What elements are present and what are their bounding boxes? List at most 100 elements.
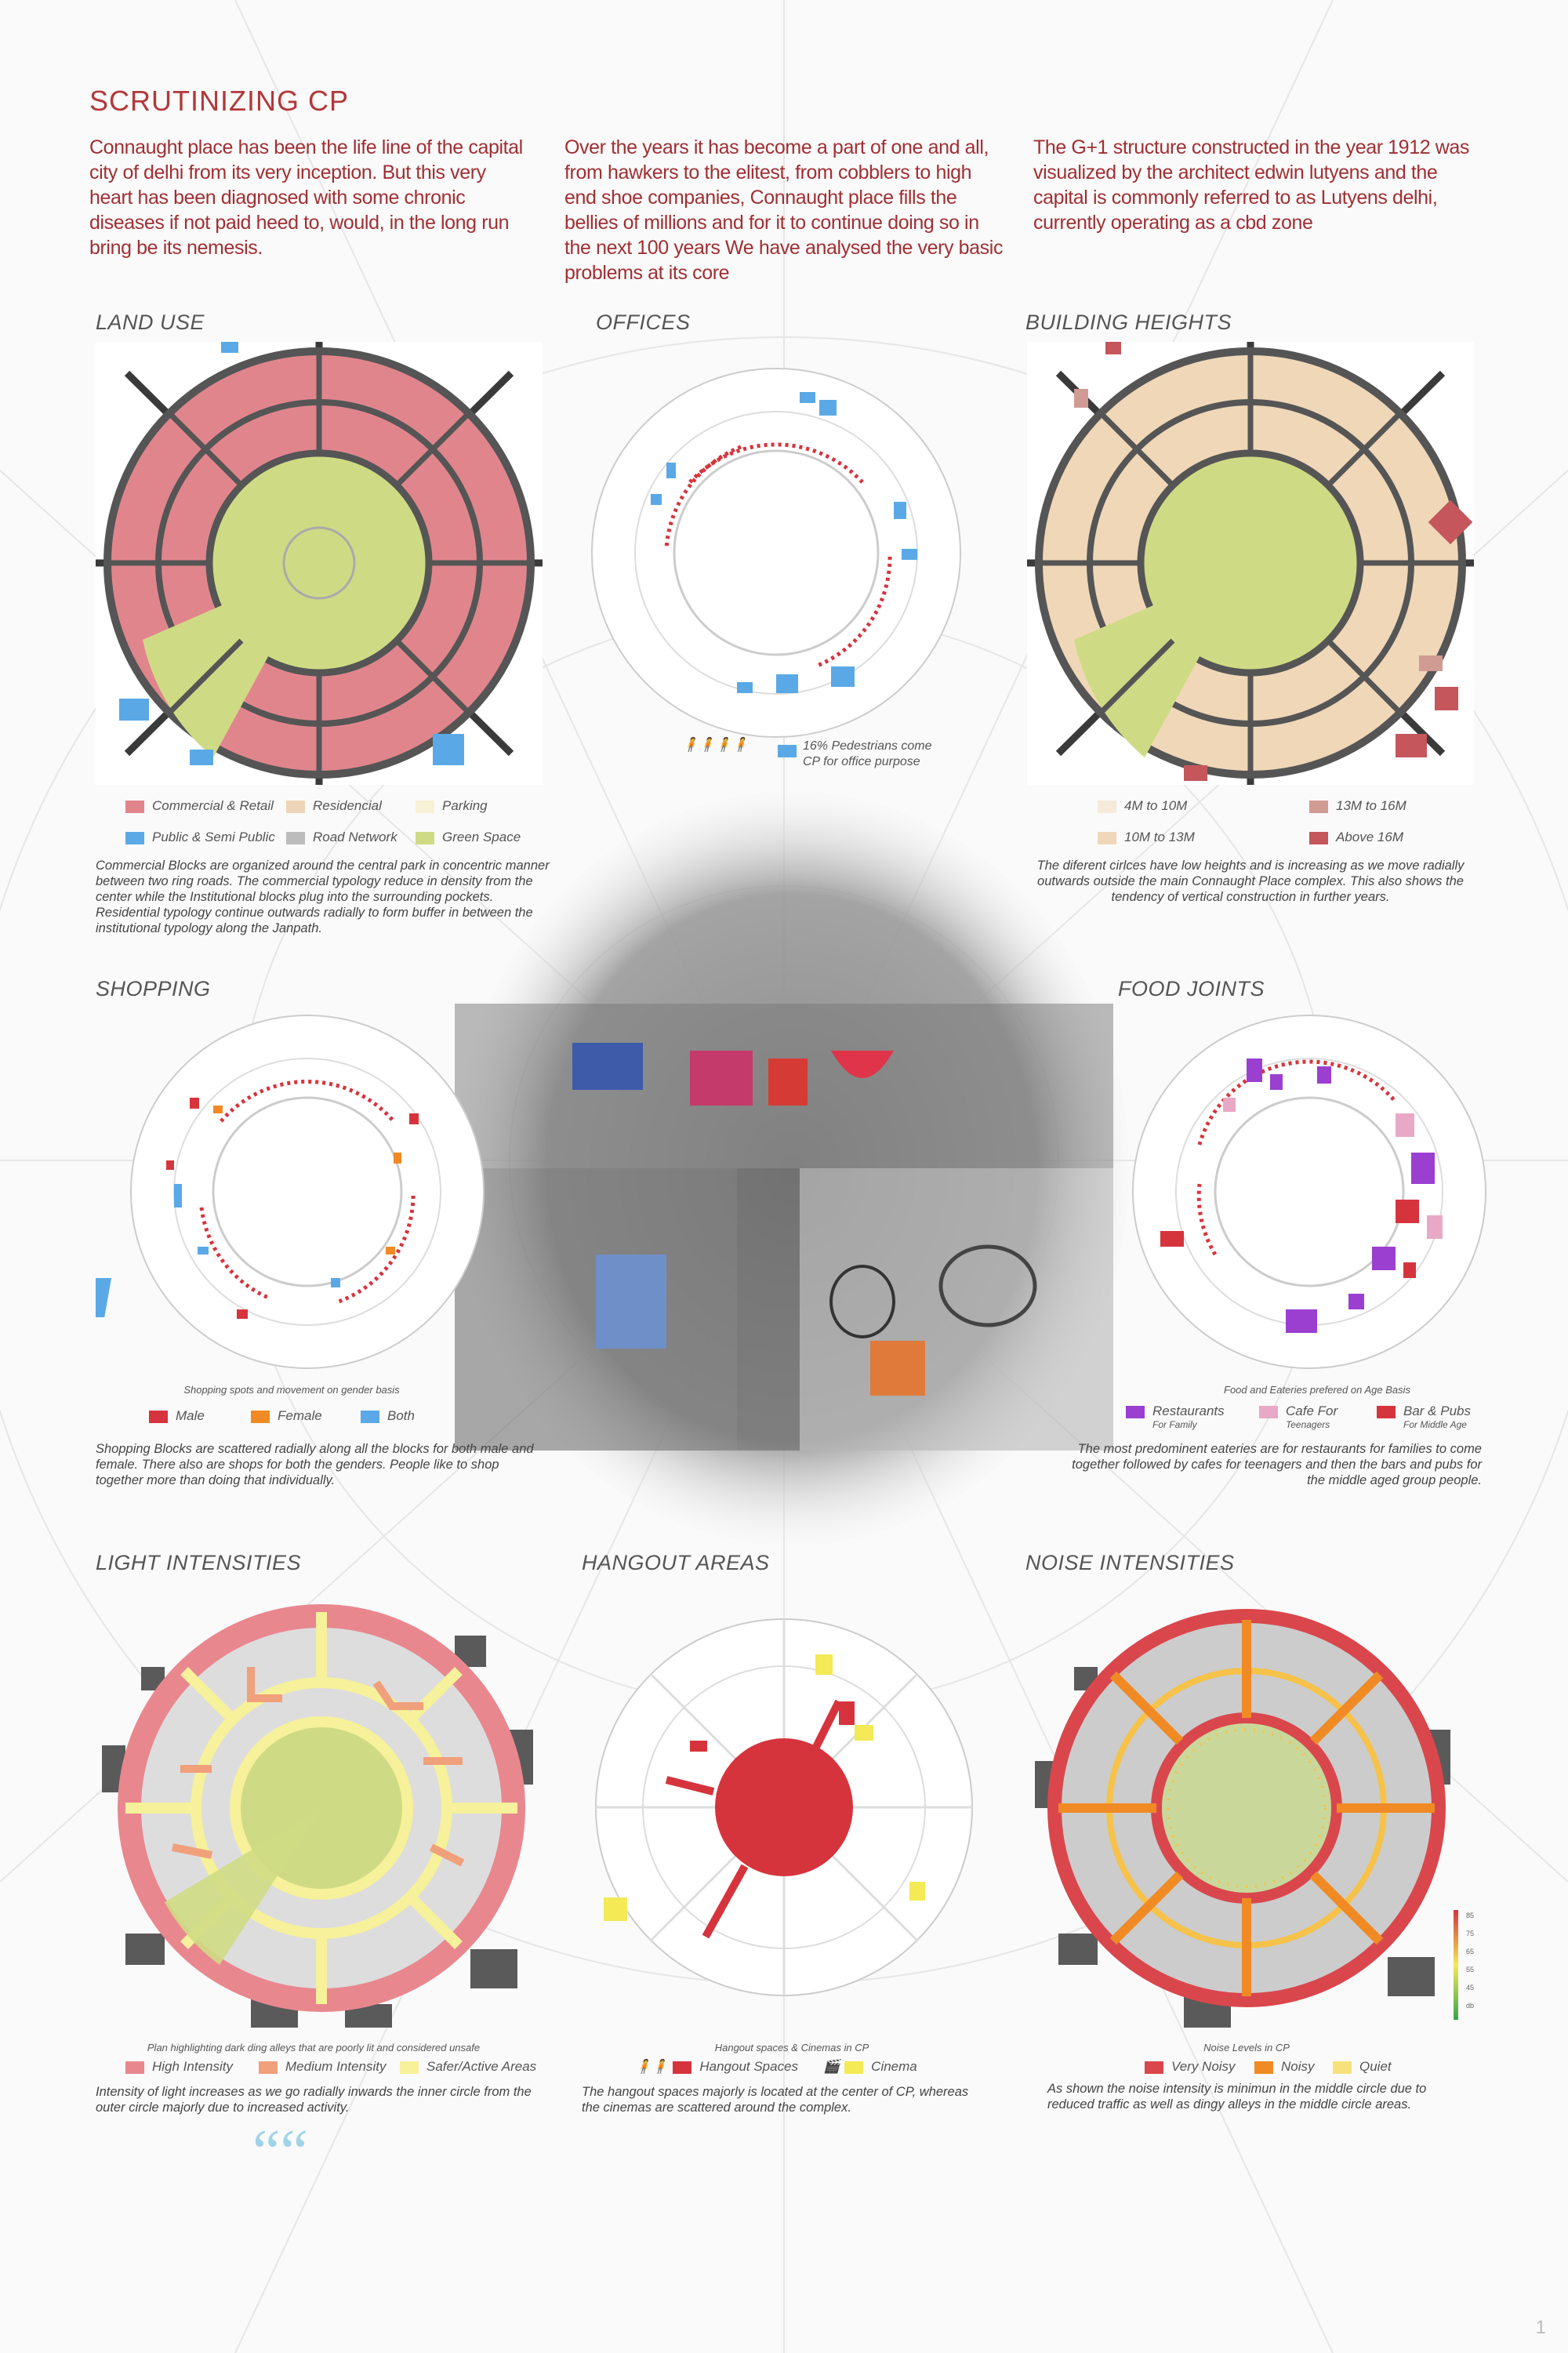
light-description: Intensity of light increases as we go ra… xyxy=(96,2085,532,2115)
hangout-heading: HANGOUT AREAS xyxy=(582,1551,770,1574)
legend-label: Medium Intensity xyxy=(285,2059,387,2074)
legend-label: Green Space xyxy=(442,830,521,844)
both-swatch xyxy=(361,1410,379,1423)
legend-label: High Intensity xyxy=(152,2059,233,2074)
land-use-heading: LAND USE xyxy=(96,310,205,334)
bar-swatch xyxy=(1377,1405,1396,1418)
noise-caption: Noise Levels in CP xyxy=(1203,2042,1290,2053)
legend-label: Very Noisy xyxy=(1171,2059,1236,2074)
light-caption: Plan highlighting dark ding alleys that … xyxy=(147,2042,481,2053)
noise-description: As shown the noise intensity is minimun … xyxy=(1047,2082,1427,2112)
legend-label: Safer/Active Areas xyxy=(426,2059,537,2074)
street-photo-collage xyxy=(455,792,1129,1545)
intro-paragraph-1: Connaught place has been the life line o… xyxy=(89,136,523,259)
scale-label: 45 xyxy=(1466,1984,1475,1992)
legend-label: Commercial & Retail xyxy=(152,798,274,813)
offices-swatch xyxy=(778,745,797,757)
legend-label: Cinema xyxy=(871,2059,917,2074)
quiet-swatch xyxy=(1333,2061,1352,2074)
noise-heading: NOISE INTENSITIES xyxy=(1025,1551,1235,1574)
commercial-swatch xyxy=(125,800,144,813)
restaurants-swatch xyxy=(1126,1405,1145,1418)
shopping-caption: Shopping spots and movement on gender ba… xyxy=(183,1384,400,1396)
shopping-map xyxy=(96,1015,485,1369)
clapperboard-icon: 🎬 xyxy=(823,2059,840,2074)
food-joints-caption: Food and Eateries prefered on Age Basis xyxy=(1224,1384,1410,1396)
scale-label: 55 xyxy=(1466,1966,1475,1974)
cafe-swatch xyxy=(1259,1405,1278,1418)
legend-label: 4M to 10M xyxy=(1124,798,1188,813)
legend-label: Road Network xyxy=(313,830,397,844)
public-swatch xyxy=(125,831,144,844)
noise-map xyxy=(1035,1609,1450,2028)
male-swatch xyxy=(149,1410,168,1423)
land-use-map xyxy=(96,342,543,785)
person-blue-shirt xyxy=(572,1043,643,1090)
road-swatch xyxy=(286,831,305,844)
legend-label: Residencial xyxy=(313,798,382,813)
scale-label: 75 xyxy=(1466,1930,1475,1937)
noisy-swatch xyxy=(1254,2061,1273,2074)
legend-label: Hangout Spaces xyxy=(699,2059,799,2074)
noise-scale-bar xyxy=(1454,1910,1458,2020)
food-joints-description: The most predominent eateries are for re… xyxy=(1072,1442,1482,1487)
cinema-swatch xyxy=(844,2061,864,2074)
legend-label: Bar & Pubs xyxy=(1403,1403,1471,1418)
safer-areas-swatch xyxy=(400,2061,419,2074)
height-10-13-swatch xyxy=(1098,831,1116,844)
very-noisy-swatch xyxy=(1145,2061,1163,2074)
people-icon: 🧍🧍 xyxy=(635,2059,669,2074)
hangout-map xyxy=(595,1618,973,1996)
scale-label: db xyxy=(1466,2002,1475,2010)
legend-sublabel: Teenagers xyxy=(1286,1419,1330,1430)
red-hammock xyxy=(831,1051,894,1078)
intro-paragraph-2: Over the years it has become a part of o… xyxy=(564,136,1004,284)
legend-label: Quiet xyxy=(1359,2059,1392,2074)
legend-label: Female xyxy=(278,1408,322,1423)
legend-sublabel: For Middle Age xyxy=(1403,1419,1467,1430)
height-4-10-swatch xyxy=(1098,800,1116,813)
legend-label: Above 16M xyxy=(1336,830,1403,844)
parking-swatch xyxy=(416,800,434,813)
legend-label: Male xyxy=(176,1408,205,1423)
legend-sublabel: For Family xyxy=(1152,1419,1197,1430)
offices-heading: OFFICES xyxy=(596,310,691,334)
hangout-description: The hangout spaces majorly is located at… xyxy=(582,2085,969,2115)
offices-map xyxy=(591,368,961,738)
building-heights-description: The diferent cirlces have low heights an… xyxy=(1036,859,1465,904)
noise-scale-labels: 85 75 65 55 45 db xyxy=(1466,1907,1474,2015)
legend-label: Both xyxy=(387,1408,415,1423)
hangout-caption: Hangout spaces & Cinemas in CP xyxy=(714,2042,869,2053)
height-13-16-swatch xyxy=(1309,800,1328,813)
offices-note: 16% Pedestrians come CP for office purpo… xyxy=(803,739,932,768)
legend-label: Parking xyxy=(442,798,488,813)
photo-bottom-right xyxy=(800,1168,1113,1451)
legend-label: Public & Semi Public xyxy=(152,830,275,844)
light-map xyxy=(102,1604,533,2028)
page-number: 1 xyxy=(1535,2317,1546,2338)
offices-pedestrian-icons: 🧍🧍🧍🧍 xyxy=(682,737,749,752)
light-heading: LIGHT INTENSITIES xyxy=(96,1551,302,1574)
residential-swatch xyxy=(286,800,305,813)
land-use-description: Commercial Blocks are organized around t… xyxy=(96,859,550,935)
hangout-swatch xyxy=(673,2061,692,2074)
scale-label: 65 xyxy=(1466,1948,1475,1955)
building-heights-map xyxy=(1027,342,1474,785)
intro-paragraph-3: The G+1 structure constructed in the yea… xyxy=(1033,136,1470,234)
green-swatch xyxy=(416,831,434,844)
height-above-16-swatch xyxy=(1309,831,1328,844)
food-joints-heading: FOOD JOINTS xyxy=(1118,977,1265,1000)
person-orange-saree xyxy=(870,1341,925,1396)
medium-intensity-swatch xyxy=(259,2061,278,2074)
high-intensity-swatch xyxy=(125,2061,144,2074)
legend-label: Cafe For xyxy=(1286,1403,1338,1418)
scale-label: 85 xyxy=(1466,1912,1475,1919)
female-swatch xyxy=(251,1410,270,1423)
quote-mark-icon: ““ xyxy=(252,2118,309,2187)
legend-label: 10M to 13M xyxy=(1124,830,1195,844)
person-seated-blue xyxy=(596,1255,666,1349)
page-title: SCRUTINIZING CP xyxy=(89,85,350,117)
food-joints-map xyxy=(1132,1015,1486,1369)
person-pink-saree xyxy=(690,1051,753,1106)
legend-label: Restaurants xyxy=(1152,1403,1225,1418)
